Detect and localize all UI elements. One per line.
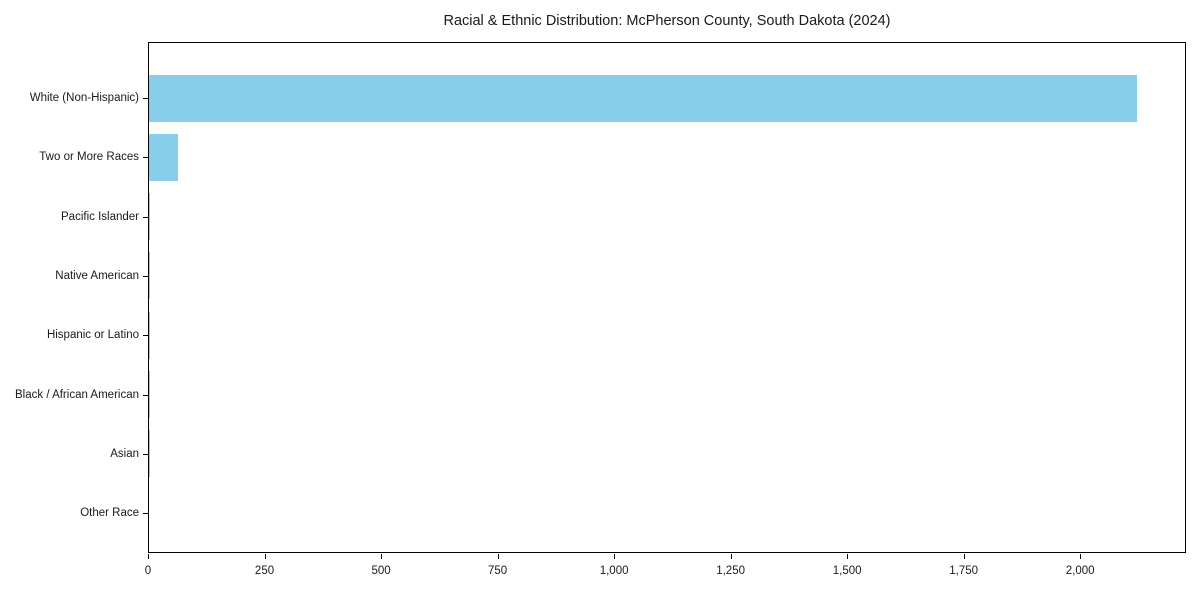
x-tick-label: 1,250 — [716, 565, 745, 577]
y-tick — [143, 453, 148, 455]
x-tick — [963, 554, 965, 559]
x-tick-label: 0 — [144, 565, 152, 577]
x-tick — [614, 554, 616, 559]
x-tick — [497, 554, 499, 559]
y-tick — [143, 98, 148, 99]
x-tick — [730, 554, 732, 559]
y-axis-label-asian: Asian — [110, 447, 139, 460]
x-tick-label: 1,750 — [949, 565, 979, 577]
x-tick-label: 500 — [371, 565, 391, 577]
y-axis-label-other-race: Other Race — [80, 507, 139, 520]
x-tick — [847, 554, 849, 559]
x-tick-label: 1,500 — [832, 565, 862, 577]
bar-native-american — [149, 252, 151, 300]
y-tick — [143, 275, 148, 277]
y-tick — [143, 394, 148, 396]
y-axis-label-two-or-more-races: Two or More Races — [39, 151, 139, 164]
y-axis-label-black-african-american: Black / African American — [15, 388, 139, 401]
x-tick — [381, 554, 383, 559]
x-tick — [264, 554, 266, 559]
x-tick-label: 750 — [487, 565, 508, 577]
plot-area — [148, 42, 1186, 553]
chart-title: Racial & Ethnic Distribution: McPherson … — [443, 13, 891, 29]
y-tick — [143, 335, 148, 337]
x-tick — [1080, 554, 1082, 559]
x-tick-label: 250 — [254, 565, 275, 577]
y-tick — [143, 216, 148, 218]
x-tick-label: 2,000 — [1065, 565, 1095, 577]
bar-white-non-hispanic — [149, 74, 1138, 122]
y-axis-label-hispanic-or-latino: Hispanic or Latino — [46, 329, 139, 342]
x-tick-label: 1,000 — [599, 565, 629, 577]
y-axis-label-native-american: Native American — [55, 269, 139, 282]
y-tick — [143, 157, 148, 159]
y-axis-label-pacific-islander: Pacific Islander — [61, 210, 139, 223]
y-tick — [143, 513, 148, 515]
bar-hispanic-or-latino — [149, 311, 150, 359]
bar-two-or-more-races — [149, 133, 178, 181]
bar-pacific-islander — [149, 193, 151, 241]
y-axis-label-white-non-hispanic: White (Non-Hispanic) — [29, 92, 139, 104]
x-tick — [148, 554, 149, 559]
